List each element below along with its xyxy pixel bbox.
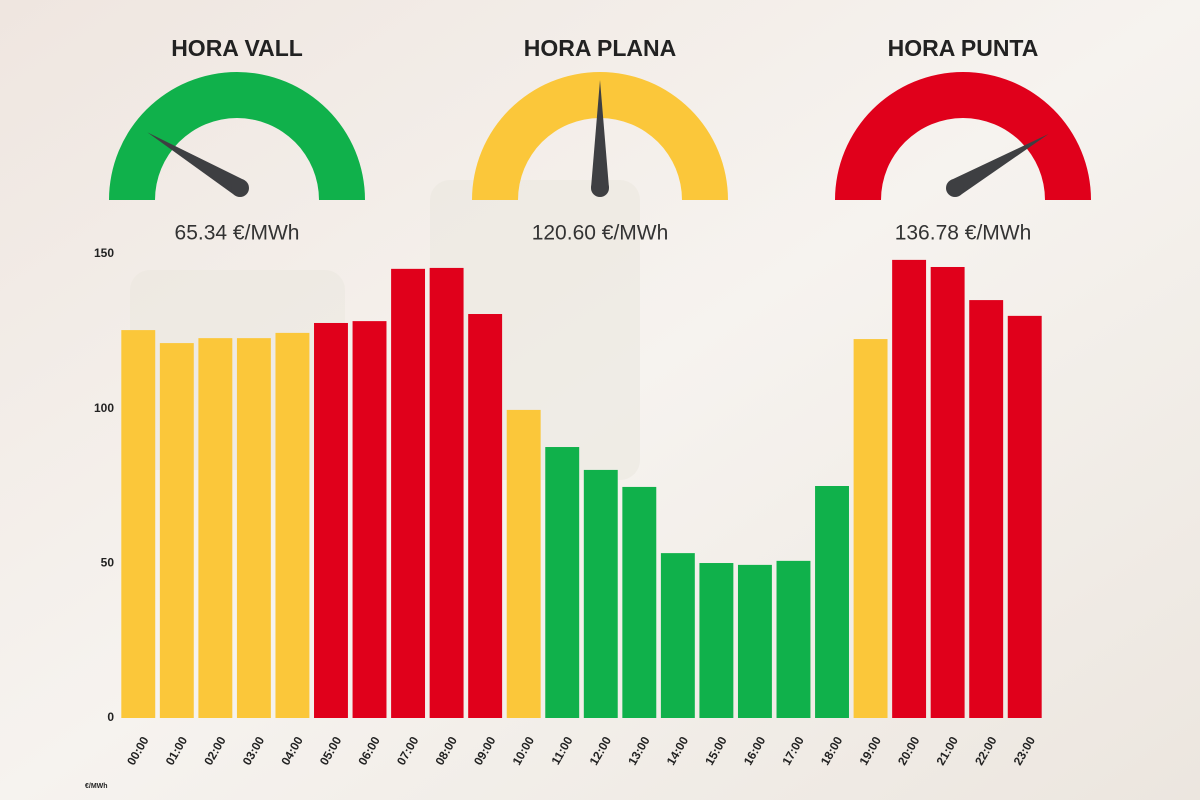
bar [1007, 315, 1042, 718]
gauge-title: HORA PLANA [524, 35, 676, 61]
gauge-value: 120.60 €/MWh [532, 222, 669, 245]
bar [892, 259, 927, 718]
gauge-value: 65.34 €/MWh [175, 222, 300, 245]
bar [622, 486, 657, 718]
gauge-hub [946, 179, 964, 197]
bar [969, 300, 1004, 718]
bar [506, 409, 541, 718]
y-tick-label: 100 [94, 401, 114, 415]
gauge-needle [950, 134, 1049, 196]
gauge-arc [109, 72, 365, 200]
gauge-needle [591, 80, 609, 188]
y-tick-label: 50 [101, 556, 115, 570]
gauge-arc [472, 72, 728, 200]
bar [815, 486, 849, 718]
bar [583, 469, 618, 718]
bar [776, 560, 811, 718]
bar [429, 267, 464, 718]
bar [391, 268, 426, 718]
bar [699, 563, 734, 718]
bar [352, 321, 387, 718]
bar [468, 314, 503, 718]
gauge-value: 136.78 €/MWh [895, 222, 1032, 245]
gauge-title: HORA VALL [171, 35, 303, 61]
gauge-hub [231, 179, 249, 197]
y-axis-unit: €/MWh [85, 783, 108, 790]
bar [737, 564, 772, 718]
bar [121, 330, 156, 718]
bar [159, 343, 194, 718]
gauge-needle [147, 132, 245, 196]
bar [930, 266, 965, 718]
bar [236, 338, 271, 718]
y-tick-label: 150 [94, 246, 114, 260]
gauge-title: HORA PUNTA [888, 35, 1039, 61]
bar [660, 553, 695, 718]
y-tick-label: 0 [107, 710, 114, 724]
gauge-hub [591, 179, 609, 197]
bar [853, 339, 888, 718]
bar [545, 447, 580, 718]
gauge-arc [835, 72, 1091, 200]
bar [198, 338, 233, 718]
bar [275, 332, 310, 718]
bar [314, 322, 348, 718]
